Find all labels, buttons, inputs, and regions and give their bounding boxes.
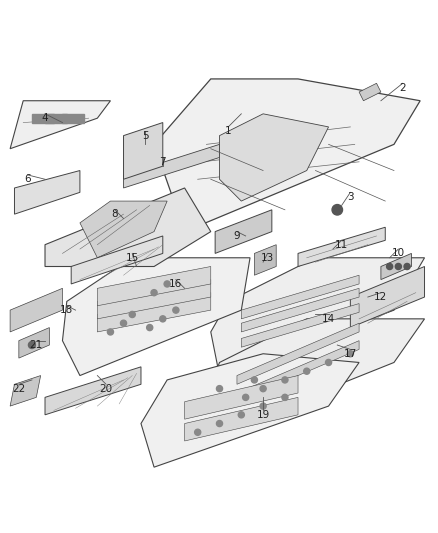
- Polygon shape: [10, 101, 110, 149]
- Text: 5: 5: [142, 131, 148, 141]
- Text: 18: 18: [60, 305, 73, 315]
- Bar: [62, 114, 84, 123]
- Circle shape: [325, 359, 331, 366]
- Polygon shape: [206, 319, 424, 432]
- Circle shape: [164, 281, 170, 287]
- Text: 15: 15: [125, 253, 138, 263]
- Circle shape: [242, 394, 248, 400]
- Polygon shape: [62, 258, 250, 376]
- Polygon shape: [219, 114, 328, 201]
- Circle shape: [346, 351, 353, 357]
- Circle shape: [303, 368, 309, 374]
- Text: 3: 3: [346, 192, 353, 201]
- Circle shape: [403, 263, 409, 270]
- Polygon shape: [10, 376, 41, 406]
- Circle shape: [120, 320, 126, 326]
- Polygon shape: [97, 293, 210, 332]
- Bar: [45, 114, 67, 123]
- Circle shape: [386, 263, 392, 270]
- Polygon shape: [123, 123, 162, 179]
- Circle shape: [216, 421, 222, 426]
- Circle shape: [251, 377, 257, 383]
- Text: 9: 9: [233, 231, 240, 241]
- Polygon shape: [358, 83, 380, 101]
- Circle shape: [259, 403, 265, 409]
- Text: 1: 1: [224, 126, 231, 136]
- Text: 12: 12: [374, 292, 387, 302]
- Text: 20: 20: [99, 384, 113, 394]
- Polygon shape: [237, 323, 358, 384]
- Polygon shape: [141, 354, 358, 467]
- Circle shape: [151, 289, 157, 296]
- Polygon shape: [297, 227, 385, 266]
- Text: 19: 19: [256, 410, 269, 420]
- Polygon shape: [241, 275, 358, 319]
- Polygon shape: [184, 376, 297, 419]
- Polygon shape: [123, 144, 219, 188]
- Circle shape: [173, 307, 179, 313]
- Polygon shape: [80, 201, 167, 258]
- Circle shape: [146, 325, 152, 330]
- Text: 7: 7: [159, 157, 166, 167]
- Circle shape: [281, 377, 287, 383]
- Polygon shape: [215, 210, 271, 253]
- Text: 17: 17: [343, 349, 356, 359]
- Polygon shape: [184, 398, 297, 441]
- Polygon shape: [154, 79, 419, 232]
- Polygon shape: [241, 288, 358, 332]
- Text: 6: 6: [24, 174, 31, 184]
- Text: 10: 10: [391, 248, 404, 259]
- Text: 8: 8: [111, 209, 118, 219]
- Text: 4: 4: [42, 113, 48, 123]
- Text: 16: 16: [169, 279, 182, 289]
- Polygon shape: [97, 266, 210, 306]
- Text: 2: 2: [399, 83, 405, 93]
- Polygon shape: [380, 253, 410, 280]
- Circle shape: [28, 342, 35, 349]
- Circle shape: [238, 412, 244, 418]
- Polygon shape: [97, 280, 210, 319]
- Polygon shape: [10, 288, 62, 332]
- Circle shape: [194, 429, 200, 435]
- Polygon shape: [71, 236, 162, 284]
- Circle shape: [394, 263, 400, 270]
- Polygon shape: [237, 341, 358, 402]
- Polygon shape: [45, 367, 141, 415]
- Circle shape: [216, 385, 222, 392]
- Text: 22: 22: [12, 384, 25, 394]
- Text: 13: 13: [260, 253, 273, 263]
- Polygon shape: [254, 245, 276, 275]
- Polygon shape: [45, 188, 210, 266]
- Circle shape: [107, 329, 113, 335]
- Circle shape: [129, 311, 135, 318]
- Circle shape: [281, 394, 287, 400]
- Polygon shape: [241, 304, 358, 347]
- Text: 14: 14: [321, 314, 335, 324]
- Circle shape: [259, 385, 265, 392]
- Bar: [32, 114, 53, 123]
- Polygon shape: [210, 258, 424, 376]
- Text: 11: 11: [334, 240, 347, 249]
- Polygon shape: [19, 328, 49, 358]
- Text: 21: 21: [30, 340, 43, 350]
- Circle shape: [159, 316, 166, 322]
- Polygon shape: [14, 171, 80, 214]
- Polygon shape: [350, 266, 424, 328]
- Circle shape: [331, 205, 342, 215]
